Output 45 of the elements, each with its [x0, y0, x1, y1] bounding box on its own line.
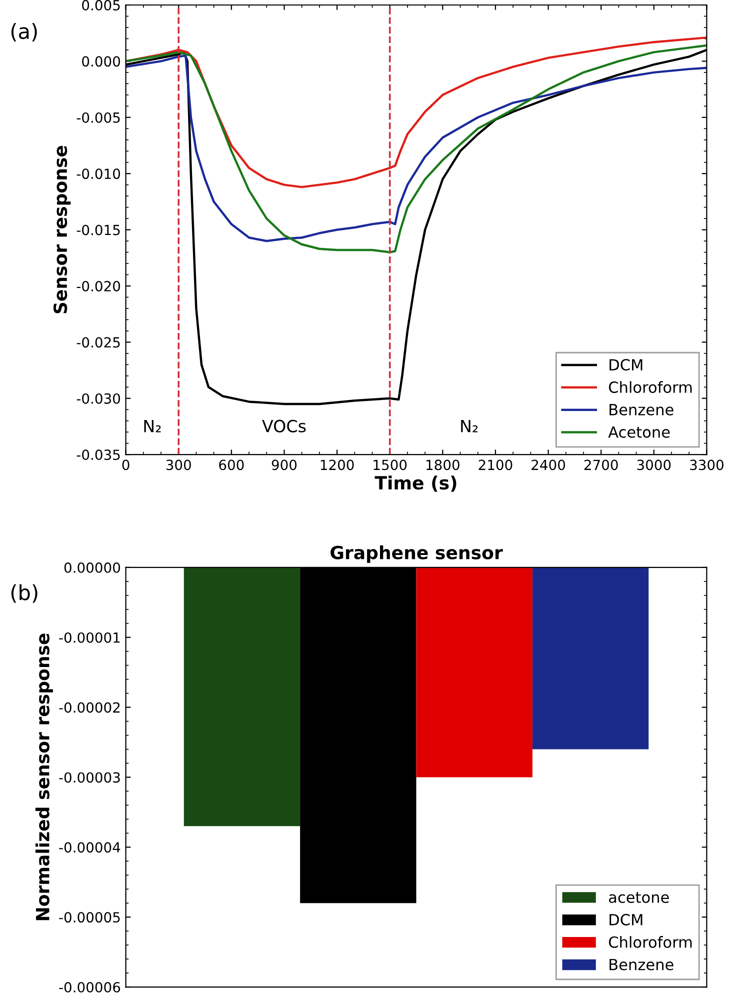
x-tick-label: 3300	[690, 460, 724, 470]
x-tick-label: 1800	[426, 460, 460, 470]
x-tick-label: 1200	[320, 460, 354, 470]
x-tick-label: 3000	[637, 460, 671, 470]
annotation: VOCs	[262, 420, 306, 432]
x-tick-label: 0	[122, 460, 130, 470]
x-tick-label: 1500	[374, 460, 407, 470]
y-tick-label: -0.00002	[59, 702, 120, 713]
y-tick-label: -0.025	[76, 337, 120, 348]
legend-label: Benzene	[610, 404, 674, 416]
y-tick-label: -0.010	[76, 168, 120, 180]
x-tick-label: 2400	[532, 460, 566, 470]
legend-label: Benzene	[610, 958, 674, 970]
annotation: N₂	[144, 420, 161, 432]
y-tick-label: -0.005	[76, 112, 120, 123]
text: (a)	[11, 23, 37, 42]
y-tick-label: -0.035	[76, 450, 120, 460]
text: (b)	[11, 584, 38, 603]
x-tick-label: 2100	[478, 460, 512, 470]
y-tick-label: -0.00005	[59, 912, 120, 923]
y-tick-label: -0.015	[76, 224, 120, 236]
chart-title: Graphene sensor	[330, 545, 503, 563]
legend-label: Chloroform	[608, 936, 692, 948]
y-axis-title: Sensor response	[53, 146, 71, 314]
y-tick-label: 0.005	[82, 0, 120, 10]
annotation: N₂	[461, 420, 478, 432]
x-tick-label: 600	[219, 460, 244, 470]
y-tick-label: -0.020	[76, 280, 120, 292]
legend-label: Chloroform	[608, 381, 692, 393]
legend-label: Acetone	[608, 426, 670, 438]
y-tick-label: -0.00003	[59, 772, 120, 783]
x-tick-label: 300	[166, 460, 191, 470]
legend-label: DCM	[610, 914, 642, 926]
legend-label: DCM	[610, 359, 642, 371]
y-tick-label: 0.000	[82, 56, 120, 67]
legend-label: acetone	[609, 892, 669, 904]
y-tick-label: -0.00006	[59, 982, 120, 992]
x-tick-label: 900	[272, 460, 297, 470]
x-tick-label: 2700	[584, 460, 618, 470]
x-axis-title: Time (s)	[374, 476, 456, 492]
y-tick-label: -0.00001	[59, 632, 120, 643]
y-tick-label: -0.00004	[59, 842, 120, 853]
y-axis-title: Normalized sensor response	[35, 634, 53, 920]
y-tick-label: -0.030	[76, 393, 120, 404]
y-tick-label: 0.00000	[64, 562, 120, 573]
